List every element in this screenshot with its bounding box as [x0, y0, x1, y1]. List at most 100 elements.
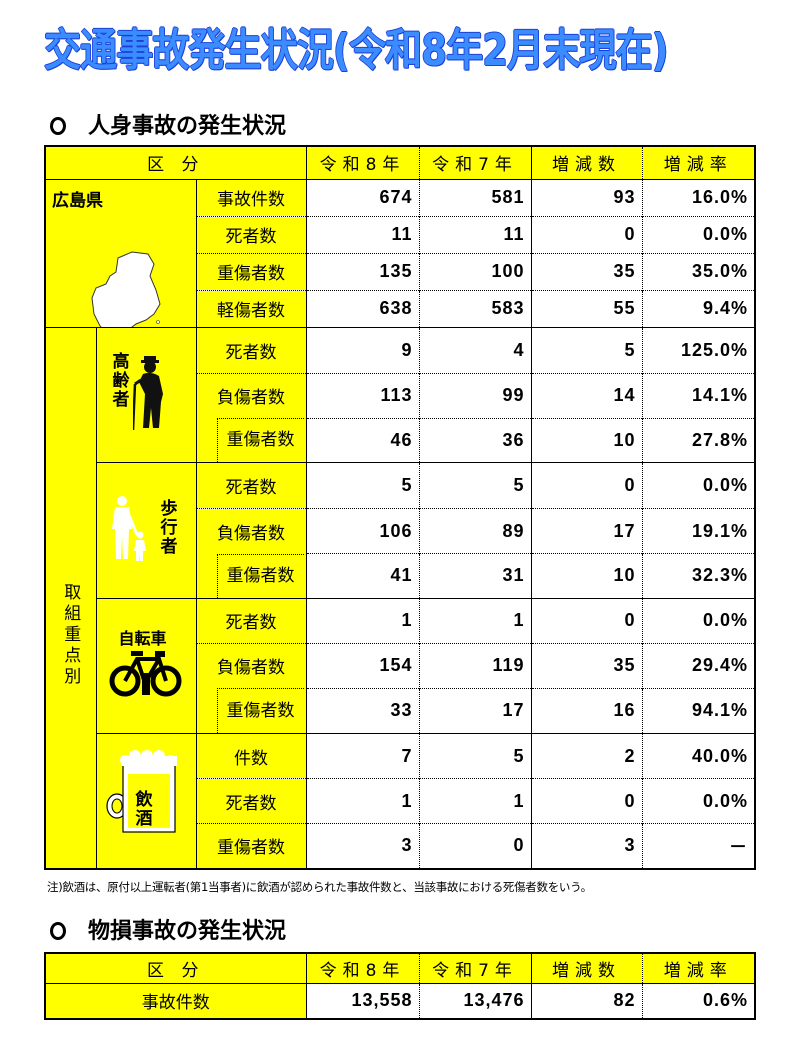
value-rate: 35.0%: [642, 252, 756, 290]
value-r7: 1: [419, 778, 532, 824]
value-r8: 7: [306, 733, 420, 779]
value-r7: 581: [419, 178, 532, 216]
footnote: 注)飲酒は、原付以上運転者(第1当事者)に飲酒が認められた事故件数と、当該事故に…: [47, 880, 592, 894]
value-r8: 135: [306, 252, 420, 290]
header-rate: 増減率: [642, 146, 756, 179]
personal-injury-table: 区 分 令和8年 令和7年 増減数 増減率 広島県 事故件数 674 581 9…: [44, 145, 757, 870]
value-diff: 35: [531, 642, 643, 688]
row-label: 死者数: [196, 215, 307, 253]
row-label: 重傷者数: [196, 823, 307, 869]
value-rate: 0.0%: [642, 215, 756, 253]
table-header-row: 区 分 令和8年 令和7年 増減数 増減率: [45, 146, 756, 179]
value-diff: 17: [531, 508, 643, 554]
beer-mug-icon: [105, 750, 177, 833]
value-rate: 0.0%: [642, 597, 756, 643]
group-label: 飲酒: [131, 790, 152, 828]
value-rate: 27.8%: [642, 417, 756, 463]
table-row: 重傷者数 41 31 10 32.3%: [45, 553, 756, 598]
header-diff: 増減数: [531, 146, 643, 179]
table-row: 軽傷者数 638 583 55 9.4%: [45, 289, 756, 327]
header-r8: 令和8年: [306, 953, 420, 983]
table-row: 飲酒 件数 7 5 2 40.0%: [45, 733, 756, 869]
value-r7: 99: [419, 372, 532, 418]
section-property-damage-heading: 物損事故の発生状況: [50, 913, 286, 945]
value-r7: 119: [419, 642, 532, 688]
row-label-indented: 重傷者数: [196, 688, 307, 734]
table-row: 負傷者数 113 99 14 14.1%: [45, 372, 756, 418]
table-row: 負傷者数 106 89 17 19.1%: [45, 508, 756, 554]
value-diff: 14: [531, 372, 643, 418]
value-rate: 94.1%: [642, 687, 756, 734]
value-rate: 0.6%: [642, 982, 755, 1019]
value-r8: 9: [306, 326, 420, 373]
value-r7: 1: [419, 597, 532, 643]
value-rate: 40.0%: [642, 733, 756, 779]
value-diff: 10: [531, 553, 643, 598]
table-row: 事故件数 13,558 13,476 82 0.6%: [45, 982, 755, 1019]
value-rate: －: [642, 823, 756, 869]
pedestrian-icon: [111, 496, 146, 561]
value-diff: 0: [531, 597, 643, 643]
value-r8: 154: [306, 642, 420, 688]
group-label: 自転車: [118, 628, 167, 648]
row-label: 事故件数: [45, 982, 307, 1019]
header-r8: 令和8年: [306, 146, 420, 179]
value-r7: 4: [419, 326, 532, 373]
table-row: 死者数 1 1 0 0.0%: [45, 778, 756, 824]
value-r7: 0: [419, 823, 532, 869]
table-row: 重傷者数 46 36 10 27.8%: [45, 417, 756, 463]
value-r7: 5: [419, 733, 532, 779]
value-diff: 16: [531, 687, 643, 734]
value-rate: 29.4%: [642, 642, 756, 688]
header-r7: 令和7年: [419, 146, 532, 179]
value-r8: 13,558: [306, 982, 420, 1019]
focus-label: 取組重点別: [60, 583, 81, 688]
value-r7: 17: [419, 687, 532, 734]
value-r8: 41: [306, 553, 420, 598]
value-r8: 33: [306, 687, 420, 734]
table-row: 歩行者 死者数 5 5 0 0.0%: [45, 462, 756, 598]
header-rate: 増減率: [642, 953, 755, 983]
value-r8: 106: [306, 508, 420, 554]
value-diff: 0: [531, 778, 643, 824]
row-label: 事故件数: [196, 178, 307, 216]
table-header-row: 区 分 令和8年 令和7年 増減数 増減率: [45, 953, 755, 983]
value-rate: 19.1%: [642, 508, 756, 554]
value-diff: 5: [531, 326, 643, 373]
value-r7: 5: [419, 462, 532, 509]
value-r8: 113: [306, 372, 420, 418]
table-row: 負傷者数 154 119 35 29.4%: [45, 642, 756, 688]
row-label: 重傷者数: [196, 252, 307, 290]
header-diff: 増減数: [531, 953, 643, 983]
group-elderly-cell: 高齢者: [96, 326, 197, 463]
table-row: 広島県 事故件数 674 581 93 16.0%: [45, 178, 756, 327]
row-label: 軽傷者数: [196, 289, 307, 327]
elderly-person-icon: [132, 355, 163, 430]
row-label: 重傷者数: [216, 418, 304, 462]
table-row: 重傷者数 33 17 16 94.1%: [45, 687, 756, 734]
value-r7: 583: [419, 289, 532, 327]
row-label: 重傷者数: [216, 688, 304, 733]
value-diff: 55: [531, 289, 643, 327]
focus-category-cell: 取組重点別: [45, 326, 97, 869]
value-r7: 36: [419, 417, 532, 463]
row-label-indented: 重傷者数: [196, 553, 307, 598]
group-label: 歩行者: [156, 499, 177, 556]
prefecture-label: 広島県: [52, 190, 103, 211]
value-diff: 0: [531, 462, 643, 509]
table-row: 重傷者数 3 0 3 －: [45, 823, 756, 869]
row-label: 死者数: [196, 326, 307, 373]
value-rate: 0.0%: [642, 778, 756, 824]
group-drinking-cell: 飲酒: [96, 733, 197, 869]
row-label: 死者数: [196, 597, 307, 643]
value-r7: 89: [419, 508, 532, 554]
value-rate: 32.3%: [642, 553, 756, 598]
group-label: 高齢者: [108, 351, 129, 409]
value-diff: 0: [531, 215, 643, 253]
value-rate: 125.0%: [642, 326, 756, 373]
bicycle-icon: [109, 650, 181, 696]
row-label-indented: 重傷者数: [196, 418, 307, 463]
page-title: 交通事故発生状況(令和8年2月末現在): [44, 25, 669, 76]
value-r8: 674: [306, 178, 420, 216]
value-r8: 11: [306, 215, 420, 253]
